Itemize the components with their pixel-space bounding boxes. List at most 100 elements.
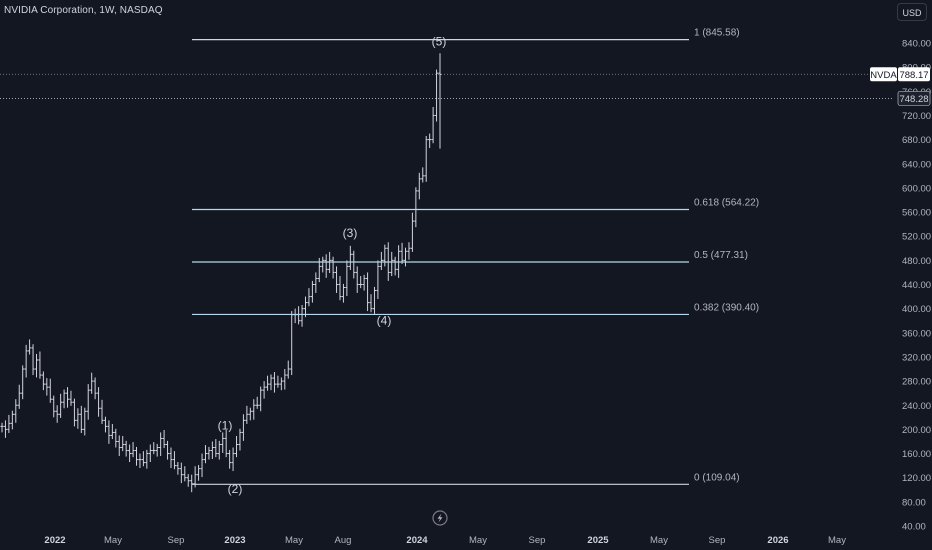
ohlc-bar xyxy=(159,432,163,456)
ohlc-bar xyxy=(345,260,349,296)
ohlc-bar xyxy=(359,276,363,289)
y-tick-label: 520.00 xyxy=(902,232,931,243)
ohlc-bar xyxy=(27,339,32,355)
wave-label: (4) xyxy=(377,314,392,328)
ohlc-bar xyxy=(14,399,18,423)
ohlc-bar xyxy=(231,447,235,472)
ohlc-bar xyxy=(96,387,101,417)
ohlc-bar xyxy=(403,247,408,267)
ohlc-bar xyxy=(83,407,87,436)
ohlc-bar xyxy=(372,286,377,315)
y-tick-label: 640.00 xyxy=(902,159,931,170)
ohlc-bar xyxy=(179,462,183,484)
lightning-bolt-icon[interactable] xyxy=(432,510,448,526)
ohlc-bar xyxy=(10,410,14,430)
ohlc-bar xyxy=(48,378,52,403)
ohlc-bar xyxy=(324,254,328,278)
ohlc-bar xyxy=(221,432,225,453)
ohlc-bar xyxy=(138,453,142,469)
x-tick-label: May xyxy=(650,535,668,546)
currency-button[interactable]: USD xyxy=(897,3,927,21)
ohlc-bar xyxy=(434,69,439,122)
ohlc-bar xyxy=(224,430,228,458)
ohlc-bar xyxy=(134,446,139,466)
ohlc-bar xyxy=(103,416,108,433)
ohlc-bar xyxy=(348,245,352,271)
ohlc-bar xyxy=(31,344,35,376)
time-axis[interactable]: 2022 May Sep 2023 May Aug 2024 May Sep 2025 May Sep… xyxy=(44,535,846,546)
ohlc-bar xyxy=(176,462,180,475)
ohlc-bar xyxy=(69,390,73,406)
ohlc-bar xyxy=(100,399,104,424)
fibonacci-retracement[interactable]: 1 (845.58) 0.618 (564.22) 0.5 (477.31) 0.38… xyxy=(192,28,759,485)
ohlc-bar xyxy=(276,375,280,388)
ohlc-bar xyxy=(131,442,135,458)
ohlc-bar xyxy=(321,256,325,273)
y-tick-label: 680.00 xyxy=(902,135,931,146)
symbol-tag: NVDA xyxy=(870,70,897,81)
ohlc-bar xyxy=(162,430,166,449)
ohlc-bar xyxy=(190,474,194,493)
ohlc-bar xyxy=(21,365,25,400)
fib-level-label: 0 (109.04) xyxy=(694,472,740,483)
elliott-wave-labels: (1) (2) (3) (4) (5) xyxy=(218,34,447,496)
ohlc-bar xyxy=(124,440,128,457)
ohlc-bar xyxy=(310,280,314,303)
ohlc-bar xyxy=(200,453,204,478)
ohlc-bar xyxy=(428,133,432,149)
y-tick-label: 480.00 xyxy=(902,256,931,267)
symbol-title: NVIDIA Corporation, 1W, NASDAQ xyxy=(4,5,163,16)
price-axis[interactable]: 840.00800.00760.00720.00680.00640.00600.… xyxy=(902,39,931,533)
x-tick-label: May xyxy=(104,535,122,546)
x-tick-label: May xyxy=(469,535,487,546)
ohlc-bar xyxy=(196,465,201,481)
ohlc-bar xyxy=(62,389,66,409)
ohlc-bar xyxy=(38,351,42,379)
y-tick-label: 280.00 xyxy=(902,377,931,388)
ohlc-bar xyxy=(145,449,149,469)
ohlc-bar xyxy=(314,272,318,293)
ohlc-bar xyxy=(169,447,173,469)
wave-label: (1) xyxy=(218,419,233,433)
crosshair-price-tag-bg xyxy=(897,91,931,106)
ohlc-bar xyxy=(379,251,383,271)
y-tick-label: 440.00 xyxy=(902,280,931,291)
ohlc-bar xyxy=(121,436,125,452)
symbol-tag-bg xyxy=(870,67,897,82)
price-tags: NVDA 788.17 748.28 xyxy=(0,67,931,106)
fib-level-label: 0.5 (477.31) xyxy=(694,250,748,261)
ohlc-bar xyxy=(0,422,4,433)
y-tick-label: 160.00 xyxy=(902,449,931,460)
ohlc-bar xyxy=(117,435,121,456)
ohlc-bar xyxy=(45,378,49,396)
ohlc-bar xyxy=(255,396,259,409)
ohlc-bar xyxy=(269,374,273,391)
ohlc-bar xyxy=(203,445,208,464)
y-tick-label: 200.00 xyxy=(902,425,931,436)
y-tick-label: 560.00 xyxy=(902,208,931,219)
x-tick-label: 2022 xyxy=(44,535,65,546)
ohlc-bar xyxy=(283,369,287,390)
y-tick-label: 600.00 xyxy=(902,183,931,194)
ohlc-bar xyxy=(431,106,435,144)
ohlc-bar xyxy=(438,53,442,149)
ohlc-bar xyxy=(293,308,297,324)
ohlc-bar xyxy=(34,353,39,378)
y-tick-label: 40.00 xyxy=(902,522,926,533)
ohlc-bar xyxy=(93,377,97,400)
ohlc-bar xyxy=(248,407,252,421)
x-tick-label: Aug xyxy=(335,535,352,546)
ohlc-bar xyxy=(72,398,77,427)
ohlc-bar xyxy=(393,256,397,276)
ohlc-bar xyxy=(400,242,404,264)
fib-level-label: 0.382 (390.40) xyxy=(694,302,759,313)
ohlc-bar xyxy=(290,311,294,376)
ohlc-bar xyxy=(76,408,80,429)
ohlc-bar xyxy=(331,256,335,279)
crosshair-price-tag: 748.28 xyxy=(899,94,928,105)
ohlc-bar xyxy=(338,276,342,301)
x-tick-label: 2025 xyxy=(587,535,609,546)
ohlc-bar xyxy=(417,172,421,200)
y-tick-label: 80.00 xyxy=(902,497,926,508)
